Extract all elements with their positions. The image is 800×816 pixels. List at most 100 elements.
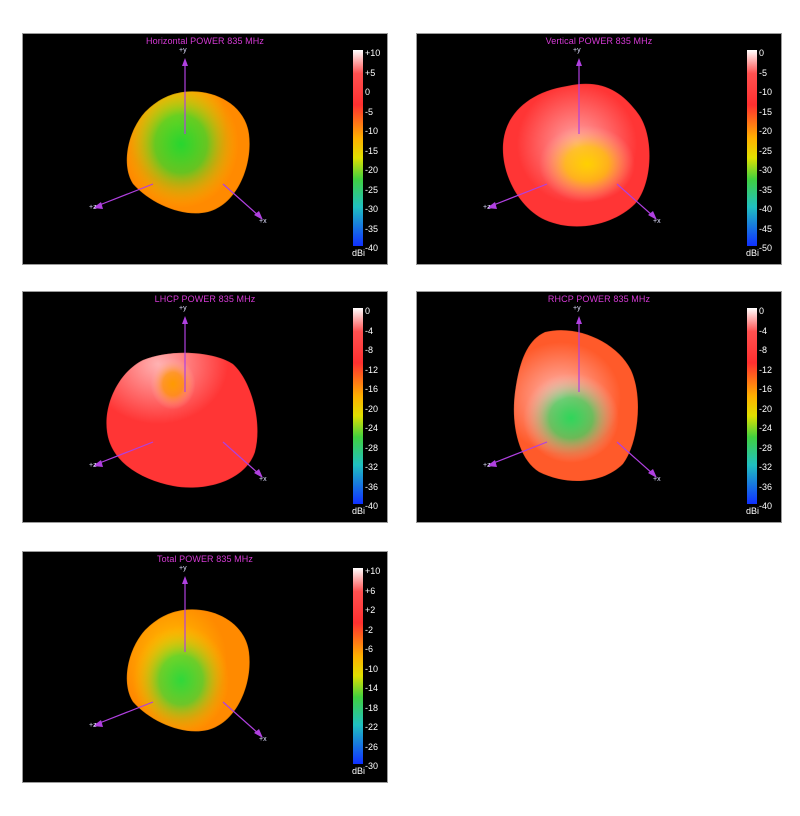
colorbar-tick-label: -36 (759, 481, 773, 492)
axis-label-y: +y (179, 305, 187, 312)
y-axis-arrow (182, 58, 188, 66)
axis-label-z: +z (89, 462, 97, 469)
y-axis-arrow (576, 58, 582, 66)
colorbar (353, 568, 363, 764)
chart-panel-horizontal: Horizontal POWER 835 MHz +10 +5 0 -5 -10… (22, 33, 388, 265)
axis-label-y: +y (179, 47, 187, 54)
colorbar-tick-label: -45 (759, 223, 773, 234)
colorbar-gradient (353, 50, 363, 246)
colorbar-tick-label: -5 (365, 106, 374, 117)
colorbar-tick-label: -16 (759, 384, 773, 394)
chart-title: RHCP POWER 835 MHz (547, 294, 651, 304)
colorbar-tick-label: -24 (365, 423, 379, 433)
chart-title: Total POWER 835 MHz (157, 554, 253, 564)
axis-label-z: +z (89, 722, 97, 729)
x-axis-line (222, 441, 260, 475)
colorbar-tick-label: -28 (759, 442, 773, 453)
colorbar-gradient (353, 308, 363, 504)
colorbar-tick-label: -40 (365, 243, 379, 253)
x-axis-arrow (254, 469, 263, 478)
chart-panel-lhcp: LHCP POWER 835 MHz 0 -4 -8 -12 -16 -20 -… (22, 291, 388, 523)
colorbar-tick-label: -25 (759, 145, 773, 156)
chart-panel-total: Total POWER 835 MHz +10 +6 +2 -2 -6 -10 … (22, 551, 388, 783)
chart-panel-rhcp: RHCP POWER 835 MHz 0 -4 -8 -12 -16 -20 -… (416, 291, 782, 523)
z-axis-arrow (487, 202, 497, 209)
colorbar (353, 308, 363, 504)
axis-label-x: +x (259, 736, 267, 743)
chart-title: Horizontal POWER 835 MHz (146, 36, 264, 46)
colorbar-tick-label: -5 (759, 67, 768, 78)
colorbar-tick-label: -2 (365, 624, 374, 635)
axis-label-y: +y (179, 565, 187, 572)
colorbar-tick-label: -30 (365, 204, 379, 214)
colorbar-tick-label: -18 (365, 702, 379, 713)
colorbar-tick-label: 0 (365, 87, 371, 97)
colorbar-tick-label: -20 (759, 126, 773, 136)
colorbar-tick-label: 0 (759, 48, 765, 58)
colorbar-tick-label: +6 (365, 585, 376, 596)
x-axis-arrow (648, 469, 657, 478)
colorbar-tick-label: -30 (759, 165, 773, 175)
axis-label-x: +x (653, 476, 661, 483)
colorbar-tick-label: +10 (365, 48, 381, 58)
axis-label-z: +z (89, 204, 97, 211)
colorbar-tick-label: +10 (365, 566, 381, 576)
chart-panel-vertical: Vertical POWER 835 MHz 0 -5 -10 -15 -20 … (416, 33, 782, 265)
colorbar-tick-label: -30 (365, 761, 379, 771)
colorbar-unit: dBi (746, 248, 760, 258)
colorbar-ticks: +10 +5 0 -5 -10 -15 -20 -25 -30 -35 -40 (365, 48, 387, 253)
colorbar-gradient (747, 50, 757, 246)
pattern-plot (487, 308, 757, 504)
axis-label-z: +z (483, 204, 491, 211)
colorbar-tick-label: -20 (365, 403, 379, 414)
colorbar-tick-label: -20 (365, 165, 379, 175)
x-axis-arrow (648, 211, 657, 220)
colorbar-ticks: 0 -4 -8 -12 -16 -20 -24 -28 -32 -36 -40 (759, 306, 781, 511)
colorbar-tick-label: -26 (365, 741, 379, 752)
colorbar-tick-label: -40 (365, 501, 379, 511)
colorbar-ticks: 0 -5 -10 -15 -20 -25 -30 -35 -40 -45 -50 (759, 48, 781, 253)
colorbar-tick-label: -24 (759, 423, 773, 433)
colorbar-tick-label: -12 (759, 364, 773, 375)
z-axis-arrow (93, 202, 103, 209)
x-axis-line (222, 701, 260, 735)
colorbar-tick-label: +5 (365, 67, 376, 78)
axis-label-x: +x (259, 476, 267, 483)
pattern-plot (93, 568, 363, 764)
x-axis-arrow (254, 729, 263, 738)
colorbar-tick-label: -25 (365, 184, 379, 195)
axes-triad (487, 58, 657, 220)
axes-triad (93, 316, 263, 478)
colorbar-tick-label: -16 (365, 384, 379, 394)
colorbar (747, 50, 757, 246)
colorbar-tick-label: -35 (365, 223, 379, 234)
pattern-lobe (150, 358, 196, 410)
colorbar-tick-label: -14 (365, 683, 379, 693)
pattern-lobe (133, 625, 229, 732)
axis-label-z: +z (483, 462, 491, 469)
colorbar-tick-label: -6 (365, 644, 374, 654)
colorbar-tick-label: -12 (365, 364, 379, 375)
z-axis-arrow (487, 460, 497, 467)
z-axis-arrow (93, 460, 103, 467)
pattern-highlight (106, 352, 228, 424)
x-axis-arrow (254, 211, 263, 220)
axes-triad (93, 58, 263, 220)
axes-triad (93, 576, 263, 738)
pattern-plot (487, 50, 757, 246)
colorbar-tick-label: -4 (759, 325, 768, 336)
z-axis-line (490, 183, 548, 207)
colorbar-tick-label: -22 (365, 722, 379, 732)
colorbar-tick-label: 0 (759, 306, 765, 316)
colorbar-ticks: 0 -4 -8 -12 -16 -20 -24 -28 -32 -36 -40 (365, 306, 387, 511)
colorbar-tick-label: -8 (365, 345, 374, 355)
colorbar-ticks: +10 +6 +2 -2 -6 -10 -14 -18 -22 -26 -30 (365, 566, 387, 771)
colorbar-tick-label: -35 (759, 184, 773, 195)
pattern-lobe (126, 91, 239, 208)
colorbar-unit: dBi (352, 766, 366, 776)
chart-title: Vertical POWER 835 MHz (545, 36, 653, 46)
radiation-pattern-surface (105, 352, 259, 489)
colorbar-gradient (353, 568, 363, 764)
colorbar-tick-label: -20 (759, 403, 773, 414)
radiation-pattern-surface (126, 608, 251, 732)
